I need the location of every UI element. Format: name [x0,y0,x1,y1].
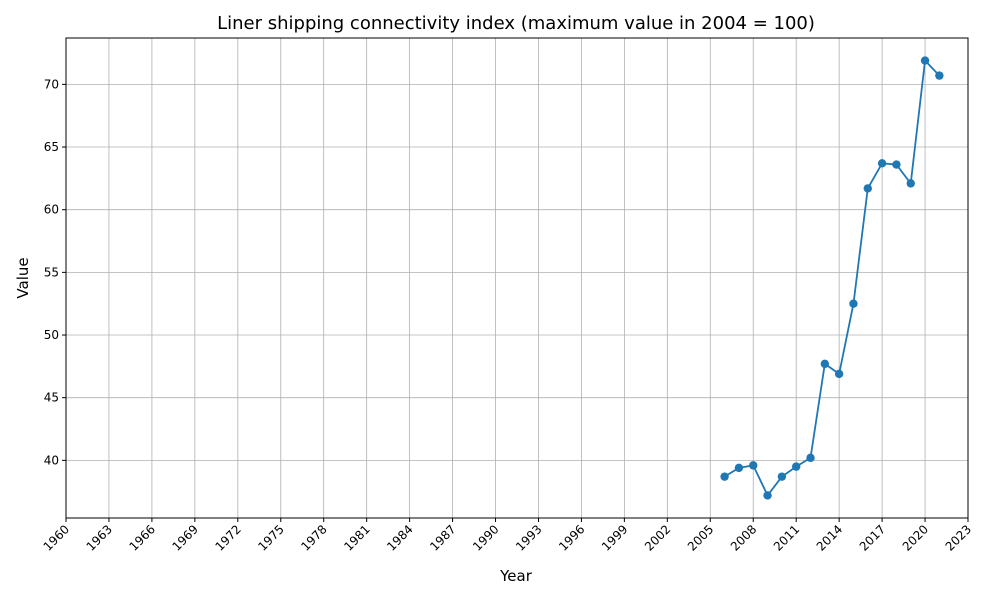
series-line [724,58,941,498]
data-point [734,463,744,473]
y-tick-label: 40 [44,453,59,467]
data-point [849,299,858,308]
data-point [863,184,872,193]
data-point [935,71,944,80]
y-tick-label: 50 [44,328,59,342]
data-point [834,369,844,379]
data-point [749,461,758,470]
x-axis-label: Year [499,567,533,585]
plot-frame [65,37,969,519]
y-tick-label: 45 [44,391,59,405]
series-layer [720,56,944,500]
data-point [906,179,915,188]
data-point [777,472,787,481]
data-point [892,160,901,169]
data-point [720,472,729,481]
y-tick-label: 60 [44,203,59,217]
data-point [806,453,815,463]
data-point [877,159,887,168]
y-tick-label: 70 [44,77,59,91]
data-point [791,462,801,471]
data-point [820,359,830,369]
chart-title: Liner shipping connectivity index (maxim… [217,13,815,34]
data-point [920,56,930,65]
y-axis-label: Value [14,257,32,298]
grid-lines [65,38,969,518]
data-point [763,491,772,500]
y-axis-ticks: 40 45 50 55 60 65 70 [44,77,66,467]
y-tick-label: 65 [44,140,59,154]
y-tick-label: 55 [44,265,59,279]
